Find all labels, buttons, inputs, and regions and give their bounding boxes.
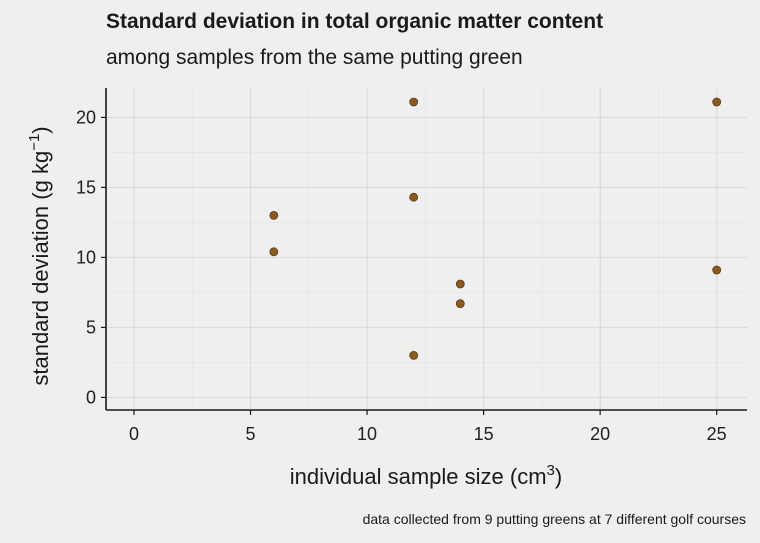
y-axis-title: standard deviation (g kg−1) <box>26 126 53 385</box>
y-tick-label: 20 <box>76 107 96 127</box>
data-point <box>712 265 722 275</box>
y-tick-label: 15 <box>76 177 96 197</box>
chart-subtitle: among samples from the same putting gree… <box>106 46 523 69</box>
data-point <box>409 97 419 107</box>
chart-title: Standard deviation in total organic matt… <box>106 10 604 33</box>
x-axis-title: individual sample size (cm3) <box>290 462 562 489</box>
chart-caption: data collected from 9 putting greens at … <box>362 511 746 527</box>
x-tick-label: 15 <box>474 424 494 444</box>
x-tick-label: 0 <box>129 424 139 444</box>
data-point <box>455 299 465 309</box>
x-tick-label: 5 <box>246 424 256 444</box>
y-tick-label: 10 <box>76 247 96 267</box>
data-point <box>712 97 722 107</box>
data-point <box>455 279 465 289</box>
x-tick-label: 10 <box>357 424 377 444</box>
y-tick-label: 5 <box>86 317 96 337</box>
axes <box>101 88 747 415</box>
data-point <box>269 210 279 220</box>
x-tick-label: 20 <box>590 424 610 444</box>
x-tick-label: 25 <box>707 424 727 444</box>
tick-labels: 0 5 10 15 20 25 0 5 10 15 20 <box>76 107 727 444</box>
data-point <box>409 350 419 360</box>
grid-lines <box>106 88 747 410</box>
data-points <box>269 97 722 360</box>
y-tick-label: 0 <box>86 387 96 407</box>
data-point <box>409 192 419 202</box>
data-point <box>269 247 279 257</box>
